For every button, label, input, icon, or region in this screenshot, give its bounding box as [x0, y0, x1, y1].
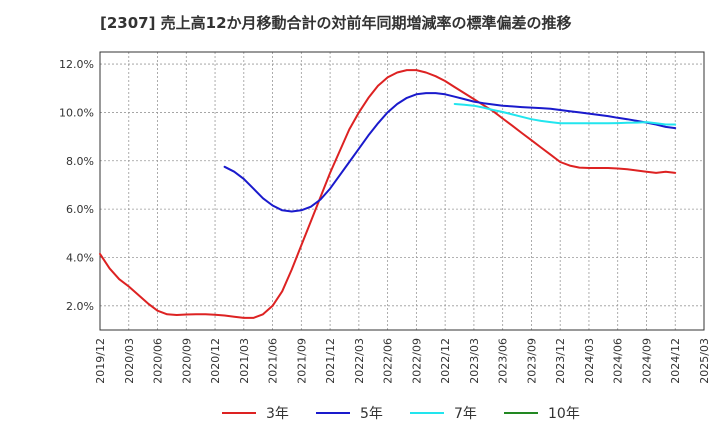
- x-tick-label: 2022/09: [410, 338, 423, 384]
- legend-label-3: 7年: [454, 406, 477, 422]
- legend: 3年 5年 7年 10年: [222, 406, 580, 422]
- x-tick-label: 2022/12: [439, 338, 452, 384]
- legend-label-1: 3年: [266, 406, 289, 422]
- x-tick-label: 2024/06: [612, 338, 625, 384]
- x-tick-label: 2023/12: [554, 338, 567, 384]
- x-tick-label: 2020/12: [209, 338, 222, 384]
- x-tick-label: 2020/06: [152, 338, 165, 384]
- series-lines: [99, 69, 677, 319]
- x-tick-label: 2023/06: [497, 338, 510, 384]
- legend-label-4: 10年: [548, 406, 580, 422]
- x-tick-label: 2023/09: [525, 338, 538, 384]
- x-tick-label: 2021/12: [324, 338, 337, 384]
- x-tick-label: 2022/03: [353, 338, 366, 384]
- x-tick-label: 2025/03: [698, 338, 711, 384]
- y-tick-label: 8.0%: [66, 155, 94, 168]
- x-axis-ticks: 2019/12 2020/03 2020/06 2020/09 2020/12 2021/…: [94, 338, 711, 384]
- x-tick-label: 2023/03: [468, 338, 481, 384]
- y-tick-label: 6.0%: [66, 203, 94, 216]
- series-line-3: [453, 103, 677, 126]
- series-line-2: [223, 92, 677, 213]
- x-tick-label: 2021/03: [238, 338, 251, 384]
- x-tick-label: 2022/06: [382, 338, 395, 384]
- y-tick-label: 4.0%: [66, 251, 94, 264]
- x-tick-label: 2021/09: [295, 338, 308, 384]
- x-tick-label: 2024/03: [583, 338, 596, 384]
- x-tick-label: 2019/12: [94, 338, 107, 384]
- legend-label-2: 5年: [360, 406, 383, 422]
- y-axis-ticks: 2.0% 4.0% 6.0% 8.0% 10.0% 12.0%: [59, 58, 94, 313]
- y-tick-label: 12.0%: [59, 58, 94, 71]
- x-tick-label: 2020/03: [123, 338, 136, 384]
- series-line-1: [99, 69, 677, 319]
- x-tick-label: 2021/06: [267, 338, 280, 384]
- y-tick-label: 2.0%: [66, 300, 94, 313]
- x-tick-label: 2020/09: [180, 338, 193, 384]
- plot-frame: [99, 51, 705, 331]
- y-tick-label: 10.0%: [59, 106, 94, 119]
- chart-title: [2307] 売上高12か月移動合計の対前年同期増減率の標準偏差の推移: [100, 14, 572, 32]
- grid-lines: [100, 52, 704, 330]
- x-tick-label: 2024/12: [669, 338, 682, 384]
- x-tick-label: 2024/09: [640, 338, 653, 384]
